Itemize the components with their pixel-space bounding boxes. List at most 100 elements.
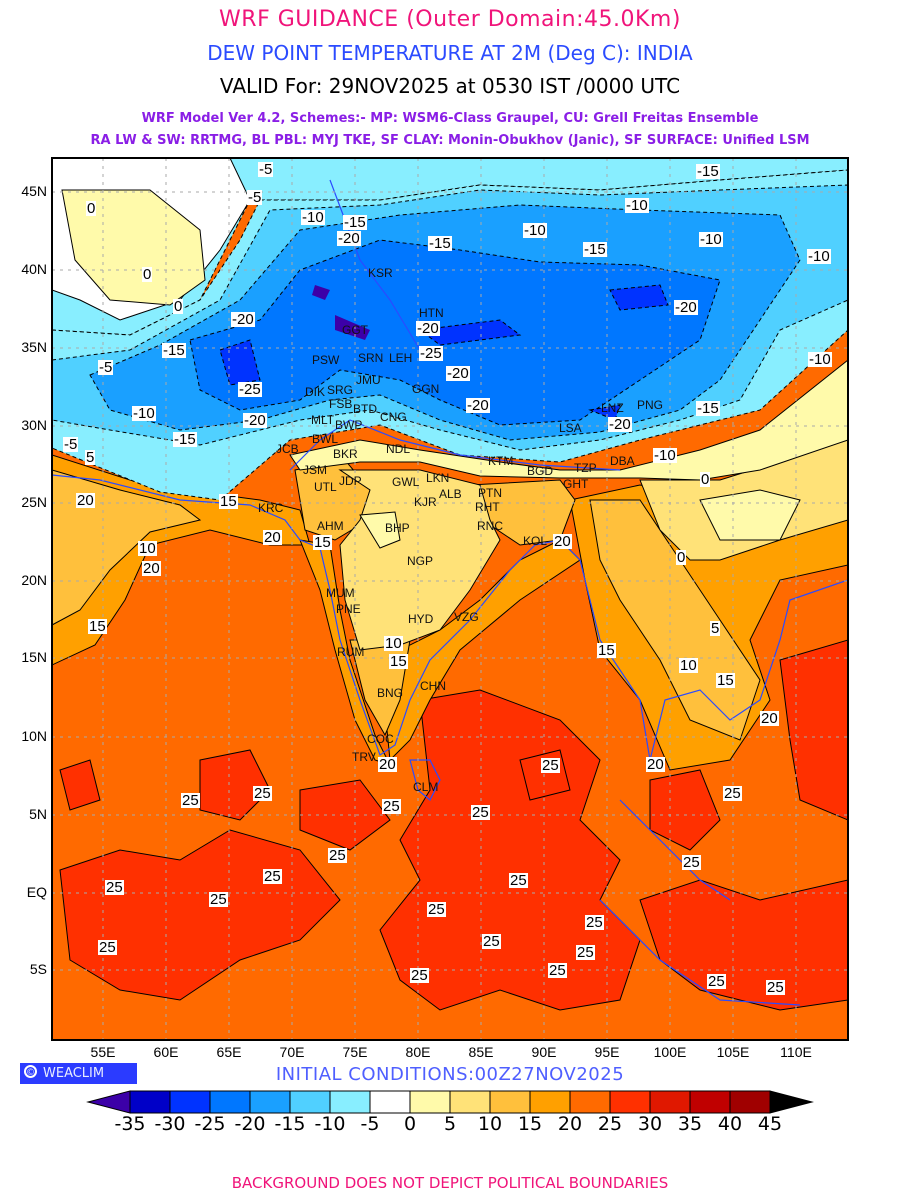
city-label: DBA	[610, 454, 635, 468]
colorbar-label: 25	[597, 1113, 623, 1135]
contour-label: 25	[105, 879, 124, 896]
colorbar-label: 45	[757, 1113, 783, 1135]
city-label: VZG	[454, 610, 479, 624]
colorbar-label: -20	[234, 1113, 266, 1135]
lon-tick-label: 85E	[468, 1044, 494, 1060]
colorbar-label: 30	[637, 1113, 663, 1135]
contour-label: -10	[301, 209, 325, 226]
city-label: BWP	[335, 418, 363, 432]
contour-label: 25	[98, 939, 117, 956]
contour-label: 25	[328, 847, 347, 864]
contour-label: 10	[384, 635, 403, 652]
contour-label: 15	[597, 642, 616, 659]
colorbar-label: 0	[403, 1113, 417, 1135]
contour-label: 0	[700, 471, 711, 488]
copyright-icon: ©	[24, 1065, 37, 1078]
city-label: BKR	[333, 447, 358, 461]
contour-label: 25	[209, 891, 228, 908]
contour-label: -10	[807, 248, 831, 265]
contour-label: 25	[723, 785, 742, 802]
city-label: KOL	[523, 534, 548, 548]
contour-label: -20	[416, 320, 440, 337]
contour-label: -10	[625, 197, 649, 214]
colorbar-label: -35	[114, 1113, 146, 1135]
lon-tick-label: 80E	[405, 1044, 431, 1060]
contour-label: -15	[162, 342, 186, 359]
contour-label: 15	[313, 534, 332, 551]
city-label: BTD	[353, 402, 377, 416]
city-label: COC	[367, 732, 394, 746]
lon-tick-label: 65E	[216, 1044, 242, 1060]
contour-label: 25	[682, 854, 701, 871]
city-label: RNC	[477, 519, 503, 533]
disclaimer: BACKGROUND DOES NOT DEPICT POLITICAL BOU…	[231, 1174, 669, 1192]
contour-label: -5	[98, 359, 114, 376]
contour-label: -20	[446, 365, 470, 382]
city-label: LKN	[426, 471, 450, 485]
lat-tick-label: 25N	[21, 494, 47, 510]
contour-label: -20	[674, 299, 698, 316]
lon-tick-label: 75E	[342, 1044, 368, 1060]
contour-label: 10	[679, 657, 698, 674]
contour-label: 25	[482, 933, 501, 950]
contour-label: 20	[760, 710, 779, 727]
colorbar-label: 10	[477, 1113, 503, 1135]
city-label: FSB	[329, 397, 353, 411]
lat-tick-label: 15N	[21, 649, 47, 665]
contour-label: 25	[585, 914, 604, 931]
city-label: TRV	[352, 750, 376, 764]
city-label: ALB	[439, 487, 462, 501]
colorbar-label: -15	[274, 1113, 306, 1135]
fill-below-minus35	[312, 285, 370, 340]
city-label: GGT	[342, 323, 368, 337]
contour-label: 25	[253, 785, 272, 802]
city-label: LEH	[389, 351, 413, 365]
contour-label: 25	[707, 973, 726, 990]
contour-label: 25	[471, 804, 490, 821]
contour-label: -15	[173, 431, 197, 448]
contour-label: -15	[696, 163, 720, 180]
contour-label: 20	[142, 560, 161, 577]
city-label: PTN	[478, 486, 502, 500]
city-label: JCB	[276, 442, 299, 456]
contour-label: 25	[382, 798, 401, 815]
city-label: RHT	[475, 500, 500, 514]
city-label: KJR	[414, 495, 437, 509]
colorbar-label: 35	[677, 1113, 703, 1135]
model-info-line-1: WRF Model Ver 4.2, Schemes:- MP: WSM6-Cl…	[141, 111, 759, 126]
contour-label: 25	[509, 872, 528, 889]
city-label: HTN	[419, 306, 444, 320]
city-label: PNG	[637, 398, 664, 412]
city-label: KRC	[258, 501, 284, 515]
initial-conditions: INITIAL CONDITIONS:00Z27NOV2025	[275, 1064, 625, 1085]
lat-tick-label: 5S	[29, 961, 47, 977]
contour-label: -5	[258, 161, 274, 178]
colorbar-label: 40	[717, 1113, 743, 1135]
model-info-line-2: RA LW & SW: RRTMG, BL PBL: MYJ TKE, SF C…	[90, 133, 810, 148]
city-label: JSM	[303, 463, 327, 477]
city-label: AHM	[317, 519, 344, 533]
colorbar-label: 20	[557, 1113, 583, 1135]
city-label: BGD	[527, 464, 554, 478]
contour-label: 5	[85, 449, 96, 466]
lon-tick-label: 110E	[780, 1044, 812, 1060]
coastlines	[52, 179, 848, 1006]
contour-label: -10	[653, 447, 677, 464]
map-frame	[51, 157, 849, 1041]
contour-label: 25	[263, 868, 282, 885]
colorbar-label: -30	[154, 1113, 186, 1135]
brand-name: WEACLIM	[43, 1066, 105, 1081]
lon-tick-label: 70E	[279, 1044, 305, 1060]
lat-tick-label: 35N	[21, 339, 47, 355]
contour-label: 20	[378, 756, 397, 773]
lon-tick-label: 95E	[594, 1044, 620, 1060]
contour-label: -10	[808, 351, 832, 368]
city-label: PSW	[312, 353, 340, 367]
lat-tick-label: 10N	[21, 728, 47, 744]
contour-label: 15	[88, 618, 107, 635]
lat-tick-label: 30N	[21, 417, 47, 433]
city-label: TZP	[574, 461, 597, 475]
fill-0-5-nw	[61, 189, 206, 306]
graticule	[52, 158, 848, 1040]
